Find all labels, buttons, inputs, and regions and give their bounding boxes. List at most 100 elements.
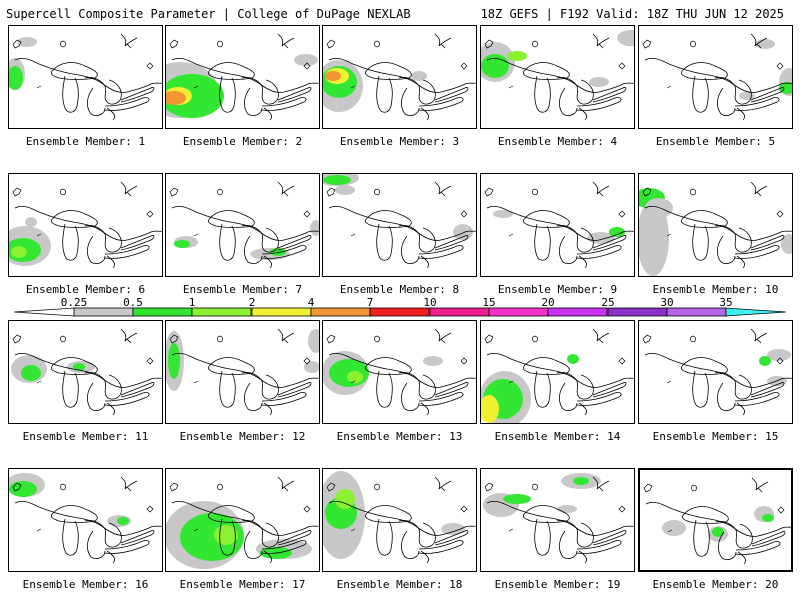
- scale-tick-label: 0.5: [123, 296, 143, 309]
- scp-shaded-area: [503, 494, 531, 504]
- great-lakes-outline: [642, 328, 792, 416]
- great-lakes-map: [643, 477, 791, 565]
- great-lakes-outline: [12, 181, 162, 269]
- scale-color-segment: [607, 307, 668, 317]
- scp-shaded-area: [662, 520, 686, 536]
- great-lakes-outline: [326, 33, 476, 121]
- great-lakes-outline: [169, 328, 319, 416]
- scp-shaded-area: [781, 234, 792, 254]
- scale-color-segment: [547, 307, 608, 317]
- ensemble-member-map: [480, 25, 635, 129]
- great-lakes-outline: [642, 33, 792, 121]
- scp-shaded-area: [573, 477, 589, 485]
- great-lakes-map: [11, 328, 162, 416]
- ensemble-member-label: Ensemble Member: 9: [497, 283, 618, 296]
- scp-shaded-area: [609, 227, 625, 237]
- scp-shaded-area: [335, 489, 355, 509]
- scp-shaded-area: [557, 505, 577, 513]
- ensemble-member-map: [8, 173, 163, 277]
- great-lakes-outline: [169, 181, 319, 269]
- ensemble-member-map: [165, 320, 320, 424]
- scp-shaded-area: [639, 200, 669, 276]
- scale-color-segment: [310, 307, 371, 317]
- scp-shaded-area: [325, 71, 341, 81]
- ensemble-member-label: Ensemble Member: 10: [652, 283, 779, 296]
- ensemble-member-label: Ensemble Member: 14: [494, 430, 621, 443]
- ensemble-member-map: [322, 25, 477, 129]
- scp-shaded-area: [329, 359, 369, 387]
- great-lakes-map: [481, 328, 634, 423]
- scale-tick-label: 30: [660, 296, 674, 309]
- scale-tick-label: 0.25: [60, 296, 88, 309]
- scp-shaded-area: [168, 343, 180, 379]
- scale-tick-label: 25: [601, 296, 615, 309]
- ensemble-member-map: [638, 468, 793, 572]
- ensemble-member-label: Ensemble Member: 7: [182, 283, 303, 296]
- great-lakes-map: [481, 30, 634, 121]
- ensemble-member-map: [165, 173, 320, 277]
- map-title: Supercell Composite Parameter | College …: [6, 7, 411, 21]
- scp-shaded-area: [712, 527, 724, 537]
- scp-shaded-area: [739, 92, 755, 100]
- great-lakes-outline: [169, 476, 319, 564]
- scp-shaded-area: [270, 248, 286, 256]
- great-lakes-outline: [484, 33, 634, 121]
- scale-color-segment: [132, 307, 193, 317]
- ensemble-member-map: [638, 173, 793, 277]
- ensemble-member-map: [322, 173, 477, 277]
- great-lakes-map: [166, 476, 319, 569]
- great-lakes-map: [642, 33, 792, 121]
- scp-shaded-area: [587, 232, 615, 244]
- great-lakes-map: [169, 181, 319, 269]
- scp-shaded-area: [166, 91, 186, 105]
- scale-tick-label: 35: [719, 296, 733, 309]
- ensemble-member-label: Ensemble Member: 1: [25, 135, 146, 148]
- scp-shaded-area: [180, 513, 244, 561]
- great-lakes-map: [166, 33, 319, 121]
- ensemble-member-map: [638, 320, 793, 424]
- scp-shaded-area: [310, 220, 319, 236]
- great-lakes-outline: [326, 328, 476, 416]
- scale-color-segment: [73, 307, 134, 317]
- great-lakes-map: [9, 33, 162, 121]
- scale-left-arrow: [13, 307, 75, 317]
- scp-shaded-area: [481, 54, 509, 78]
- great-lakes-map: [639, 181, 792, 276]
- scp-shaded-area: [9, 481, 37, 497]
- scale-color-segment: [488, 307, 549, 317]
- ensemble-member-label: Ensemble Member: 19: [494, 578, 621, 591]
- ensemble-member-map: [8, 25, 163, 129]
- scale-tick-label: 1: [188, 296, 196, 309]
- scp-shaded-area: [21, 365, 41, 381]
- great-lakes-map: [323, 328, 476, 416]
- scp-shaded-area: [589, 77, 609, 87]
- scp-shaded-area: [755, 39, 775, 49]
- great-lakes-map: [323, 471, 476, 564]
- scp-shaded-area: [335, 185, 355, 195]
- scp-shaded-area: [117, 517, 129, 525]
- scp-shaded-area: [441, 523, 465, 535]
- scp-shaded-area: [759, 356, 771, 366]
- great-lakes-outline: [12, 476, 162, 564]
- scp-shaded-area: [294, 54, 318, 66]
- ensemble-member-label: Ensemble Member: 13: [336, 430, 463, 443]
- great-lakes-outline: [642, 181, 792, 269]
- great-lakes-map: [9, 473, 162, 564]
- great-lakes-map: [483, 473, 634, 564]
- ensemble-member-label: Ensemble Member: 6: [25, 283, 146, 296]
- great-lakes-outline: [484, 328, 634, 416]
- scp-shaded-area: [507, 51, 527, 61]
- great-lakes-outline: [12, 33, 162, 121]
- ensemble-member-map: [322, 468, 477, 572]
- ensemble-member-label: Ensemble Member: 18: [336, 578, 463, 591]
- great-lakes-map: [323, 33, 476, 121]
- ensemble-member-map: [480, 468, 635, 572]
- scale-tick-label: 2: [248, 296, 256, 309]
- great-lakes-map: [642, 328, 792, 416]
- ensemble-member-label: Ensemble Member: 8: [339, 283, 460, 296]
- ensemble-member-map: [165, 25, 320, 129]
- scale-color-segment: [191, 307, 252, 317]
- ensemble-member-label: Ensemble Member: 20: [652, 578, 779, 591]
- ensemble-member-label: Ensemble Member: 5: [655, 135, 776, 148]
- ensemble-member-map: [638, 25, 793, 129]
